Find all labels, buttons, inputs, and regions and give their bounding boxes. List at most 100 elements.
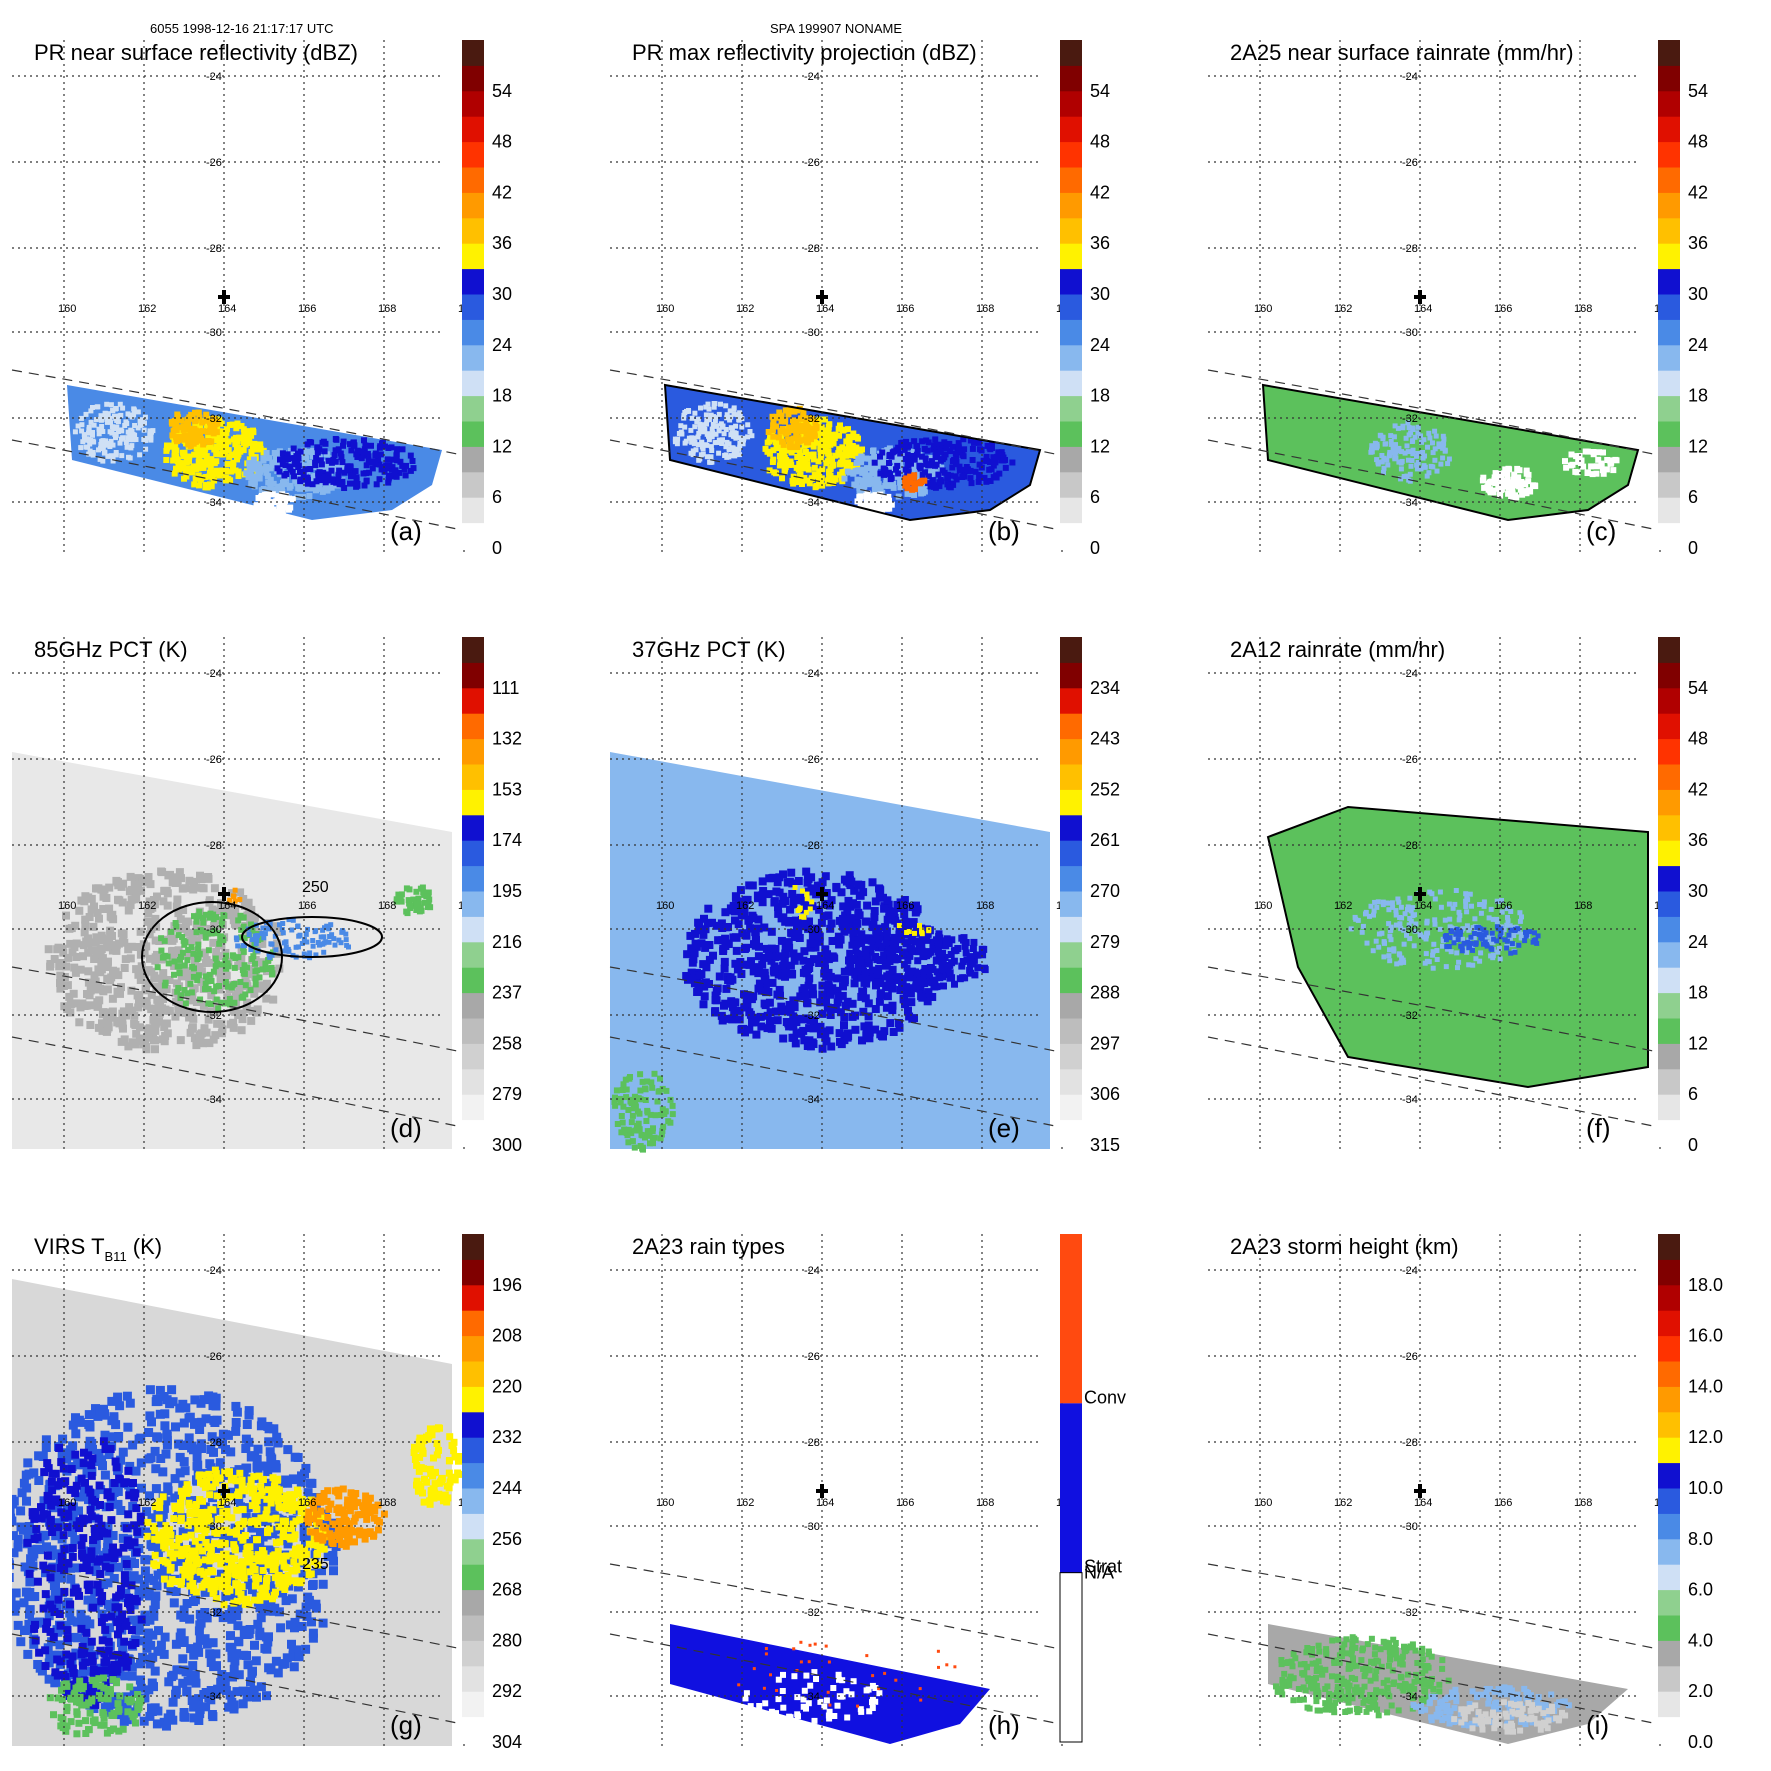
- colorbar-segment: [462, 497, 484, 524]
- panel-tag: (e): [988, 1113, 1020, 1143]
- colorbar-segment: [462, 1361, 484, 1387]
- colorbar-tick-label: 6: [492, 487, 502, 507]
- colorbar-tick-label: 6: [1688, 487, 1698, 507]
- colorbar-segment: [462, 1564, 484, 1591]
- lon-label: 164: [816, 303, 834, 315]
- colorbar-tick-label: 36: [492, 233, 512, 253]
- lon-label: 166: [1494, 900, 1512, 912]
- swath-edge: [11, 369, 463, 456]
- field-b: [663, 383, 1042, 522]
- lon-label: 162: [1334, 900, 1352, 912]
- colorbar-segment: [462, 814, 484, 841]
- colorbar-segment: [1658, 662, 1680, 689]
- colorbar-segment: [1060, 395, 1082, 422]
- colorbar-tick-label: 300: [492, 1135, 522, 1155]
- contour-line: [1261, 383, 1640, 522]
- colorbar-segment: [1658, 167, 1680, 193]
- colorbar-tick-label: 48: [1090, 132, 1110, 152]
- panel-tag: (h): [988, 1710, 1020, 1740]
- lat-label: -28: [1402, 243, 1418, 255]
- colorbar-segment: [1060, 421, 1082, 447]
- colorbar: 0 6 12 18 24 30 36 42 48 54: [1060, 40, 1110, 558]
- colorbar-tick-label: 0: [492, 538, 502, 558]
- lat-label: -30: [1402, 924, 1418, 936]
- storm-center-marker: [1414, 1484, 1426, 1498]
- colorbar-tick-label: 48: [1688, 729, 1708, 749]
- colorbar-segment: [462, 421, 484, 447]
- colorbar-tick-label: 292: [492, 1681, 522, 1701]
- colorbar-segment: [1060, 294, 1082, 320]
- storm-center-marker: [218, 887, 230, 901]
- colorbar-segment: [1060, 1068, 1082, 1095]
- lat-label: -24: [1402, 668, 1418, 680]
- lat-label: -26: [1402, 1351, 1418, 1363]
- panel-tag: (c): [1586, 516, 1616, 546]
- colorbar-segment: [1060, 789, 1082, 816]
- colorbar-segment: [1658, 1119, 1680, 1146]
- lon-label: 160: [58, 1497, 76, 1509]
- colorbar-segment: [1060, 840, 1082, 867]
- colorbar-segment: [1658, 141, 1680, 168]
- colorbar-tick-label: 258: [492, 1033, 522, 1053]
- colorbar-segment: [1060, 738, 1082, 765]
- swath-edge: [1207, 1633, 1659, 1725]
- colorbar-segment: [1060, 891, 1082, 917]
- colorbar-segment: [1658, 1068, 1680, 1095]
- colorbar-tick-label: 24: [492, 335, 512, 355]
- swath-edge: [11, 1633, 463, 1725]
- colorbar-segment: [1060, 865, 1082, 892]
- field-e: [610, 752, 1050, 1153]
- colorbar-tick-label: 48: [1688, 132, 1708, 152]
- colorbar-segment: [462, 713, 484, 740]
- storm-center-marker: [1414, 290, 1426, 304]
- colorbar-segment: [1658, 713, 1680, 740]
- panel-f: -24-26-28-30-32-341601621641661681702A12…: [1207, 637, 1708, 1155]
- panel-title-suffix: (K): [127, 1234, 162, 1259]
- panel-tag: (f): [1586, 1113, 1611, 1143]
- colorbar-segment: [1658, 319, 1680, 346]
- colorbar-segment: [462, 1640, 484, 1667]
- colorbar-segment: [462, 1437, 484, 1464]
- lon-label: 166: [896, 1497, 914, 1509]
- lon-label: 160: [1254, 1497, 1272, 1509]
- colorbar-tick-label: N/A: [1084, 1563, 1114, 1583]
- colorbar-segment: [1658, 891, 1680, 917]
- lon-label: 162: [138, 1497, 156, 1509]
- colorbar-segment: [1060, 522, 1082, 549]
- lat-label: -32: [804, 1607, 820, 1619]
- colorbar-tick-label: 153: [492, 779, 522, 799]
- colorbar-segment: [1060, 90, 1082, 117]
- colorbar-tick-label: 4.0: [1688, 1630, 1713, 1650]
- field-a: [67, 385, 442, 520]
- colorbar-segment: [1658, 738, 1680, 765]
- swath-edge: [1207, 966, 1659, 1053]
- colorbar-tick-label: 196: [492, 1275, 522, 1295]
- lat-label: -28: [804, 243, 820, 255]
- colorbar-segment: [462, 446, 484, 473]
- colorbar-segment: [1060, 992, 1082, 1019]
- colorbar-segment: [462, 738, 484, 765]
- colorbar-segment: [462, 916, 484, 943]
- lat-label: -34: [1402, 497, 1418, 509]
- colorbar-segment: [462, 865, 484, 892]
- panel-title: 2A12 rainrate (mm/hr): [1230, 637, 1445, 662]
- lon-label: 166: [1494, 1497, 1512, 1509]
- colorbar-segment: [1060, 1119, 1082, 1146]
- colorbar-tick-label: 243: [1090, 729, 1120, 749]
- lon-label: 164: [1414, 1497, 1432, 1509]
- colorbar-tick-label: 36: [1688, 233, 1708, 253]
- panel-title-subscript: B11: [105, 1249, 127, 1264]
- colorbar-segment: [1658, 217, 1680, 244]
- lat-label: -26: [804, 157, 820, 169]
- colorbar-segment: [462, 471, 484, 498]
- lat-label: -26: [1402, 157, 1418, 169]
- lat-label: -32: [206, 1010, 222, 1022]
- lat-label: -34: [206, 1691, 222, 1703]
- lon-label: 166: [298, 900, 316, 912]
- storm-center-marker: [816, 1484, 828, 1498]
- colorbar-segment: [462, 319, 484, 346]
- lat-label: -26: [1402, 754, 1418, 766]
- swath-edge: [609, 1563, 1061, 1650]
